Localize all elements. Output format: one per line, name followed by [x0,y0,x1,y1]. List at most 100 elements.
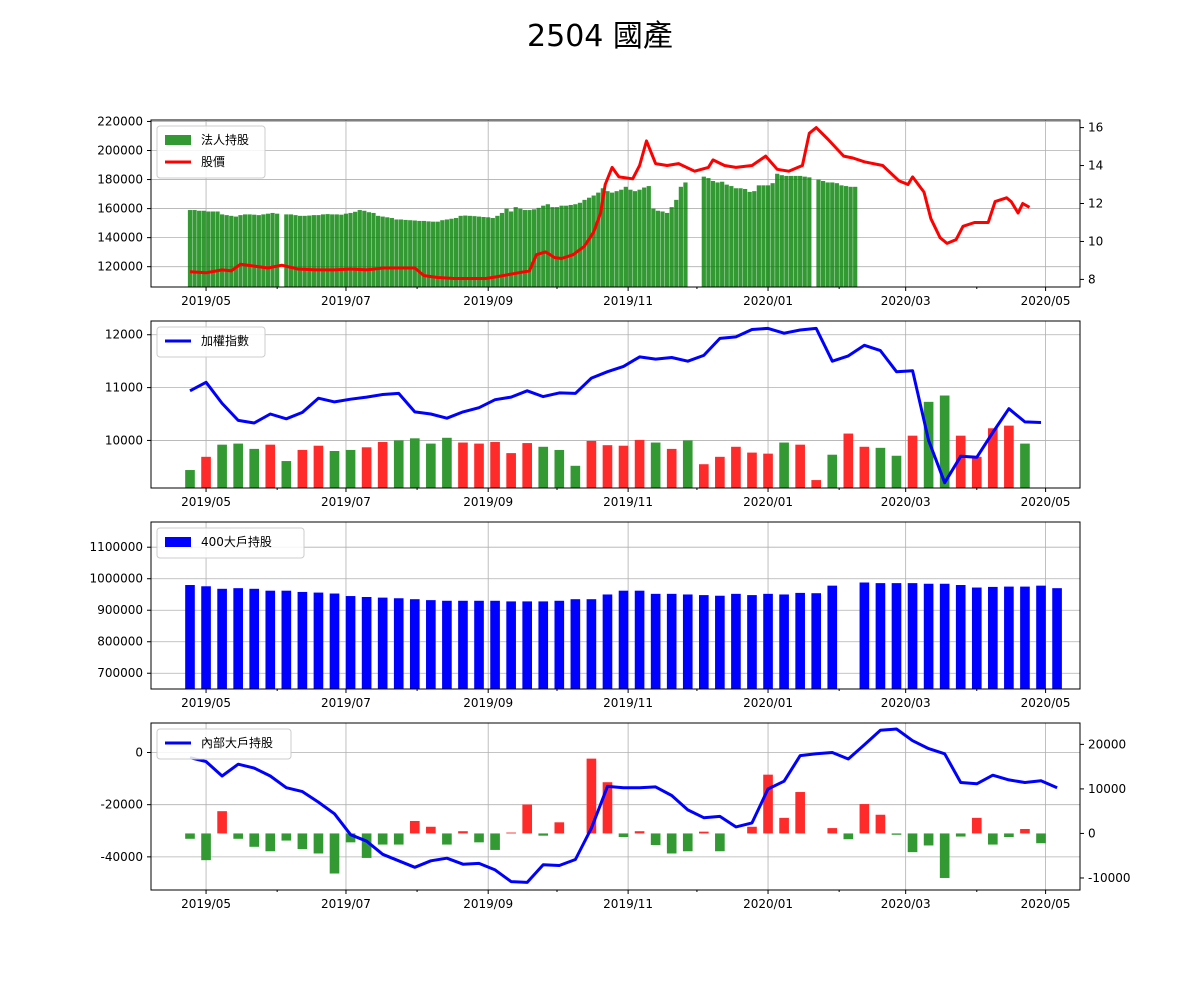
holding-bar [219,214,225,287]
holding-bar [674,199,679,287]
price-line [189,126,1031,280]
holding-bar [642,187,647,287]
holding-bar [297,215,303,287]
holding-bar [325,214,330,287]
value-bar [875,814,886,834]
holding-bar [678,186,683,287]
y-right-tick-label: 10 [1088,234,1103,248]
holding-bar [559,205,564,287]
value-bar [650,442,661,488]
holding-bar [206,211,211,287]
value-bar [393,598,404,689]
holding-bar [706,178,711,287]
x-tick-label: 2019/05 [181,294,231,308]
holding-bar [435,221,440,287]
y-tick-label: 800000 [97,635,143,649]
x-tick-label: 2019/09 [463,495,513,509]
holding-bar [495,215,500,287]
holding-bar [761,185,766,287]
y-right-tick-label: 14 [1088,159,1103,173]
value-bar [1004,833,1014,838]
chart-panels: 2019/05 2019/07 2019/09 2019/11 2020/01 2020/… [90,114,1131,911]
value-bar [747,595,757,689]
value-bar [522,601,533,689]
y-tick-label: 900000 [97,603,143,617]
y-tick-label: 1000000 [90,572,143,586]
x-tick-label: 2020/01 [743,897,793,911]
value-bar [377,597,388,689]
x-tick-label: 2020/03 [881,897,931,911]
holding-bar [843,186,849,287]
value-bar [201,586,211,689]
legend: 加權指數 [156,326,266,358]
holding-bar [522,210,528,287]
value-bar [361,596,372,689]
x-tick-label: 2020/03 [881,294,931,308]
holding-bar [830,182,835,287]
value-bar [522,443,533,488]
x-tick-label: 2020/05 [1021,495,1071,509]
value-bar [666,833,677,854]
legend-box [156,527,305,559]
holding-bar [334,214,339,287]
holding-bar [394,219,399,287]
value-bar [506,453,516,488]
value-bar [297,833,308,850]
plot-area [187,126,1031,287]
panel-holders_over_400: 2019/05 2019/07 2019/09 2019/11 2020/01 2020/… [90,521,1081,710]
value-bar [265,833,276,852]
holding-bar [669,207,674,287]
holding-bar [339,214,344,287]
value-bar [185,470,195,488]
value-bar [859,804,870,834]
holding-bar [472,216,477,287]
value-bar [409,599,420,689]
value-bar [955,435,966,488]
y-right-tick-label: 8 [1088,272,1096,286]
value-bar [345,449,356,488]
value-bar [602,594,613,689]
holding-bar [398,219,404,287]
x-tick-label: 2020/03 [881,495,931,509]
value-bar [313,592,324,689]
holding-bar [284,214,289,287]
value-bar [827,828,838,834]
value-bar [891,833,902,835]
holding-bar [765,185,771,287]
holding-bar [834,183,839,287]
value-bar [458,442,468,488]
holding-bar [793,175,798,287]
value-bar [618,833,629,838]
legend-swatch [165,537,191,547]
holding-bar [408,220,413,287]
value-bar [1004,425,1014,488]
holding-bar [353,211,358,287]
value-bar [297,449,308,488]
value-bar [682,833,693,852]
value-bar [393,440,404,488]
y-right-tick-label: 0 [1088,826,1096,840]
value-bar [345,596,356,689]
x-tick-label: 2019/11 [603,696,653,710]
value-bar [490,600,500,689]
x-tick-label: 2019/11 [603,897,653,911]
value-bar [538,833,549,836]
legend-label: 加權指數 [201,333,249,348]
holding-bar [756,185,761,287]
holding-bar [311,215,316,287]
value-bar [698,464,709,488]
y-tick-label: 180000 [97,173,143,187]
holding-bar [531,209,537,287]
value-bar [281,833,292,841]
holding-bar [541,205,546,287]
x-tick-label: 2019/07 [321,696,371,710]
value-bar [747,452,757,488]
value-bar [586,599,597,689]
value-bar [907,833,918,853]
value-bar [1036,585,1046,689]
holding-bar [646,186,651,287]
grid [151,321,1080,488]
value-bar [988,833,998,845]
holding-bar [476,216,482,287]
value-bar [506,832,516,834]
